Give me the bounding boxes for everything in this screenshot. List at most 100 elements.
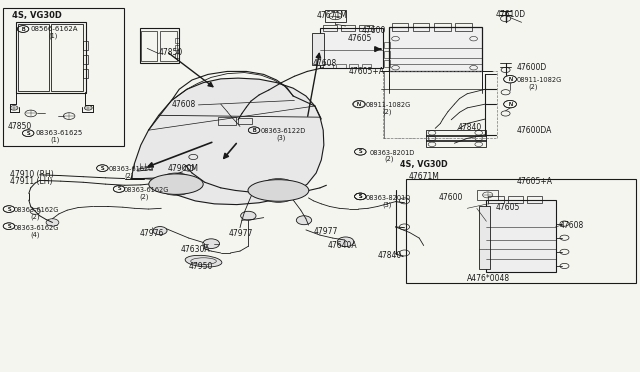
Bar <box>384 60 390 67</box>
Text: (1): (1) <box>48 32 58 39</box>
Text: (3): (3) <box>276 134 286 141</box>
Text: 47605: 47605 <box>348 34 372 43</box>
Text: 47600DA: 47600DA <box>517 126 552 135</box>
Text: 47608: 47608 <box>312 59 337 68</box>
Text: B: B <box>21 26 25 32</box>
Text: (2): (2) <box>31 214 40 220</box>
Text: 47600: 47600 <box>362 26 386 35</box>
Bar <box>527 196 542 203</box>
Text: 47605+A: 47605+A <box>349 67 385 76</box>
Text: N: N <box>508 102 512 107</box>
Bar <box>479 206 490 269</box>
Bar <box>426 140 486 147</box>
Bar <box>320 28 383 68</box>
Bar <box>140 28 179 63</box>
Text: N: N <box>508 102 512 107</box>
Bar <box>51 24 83 91</box>
Circle shape <box>258 179 299 202</box>
Text: 47950: 47950 <box>189 262 213 271</box>
Bar <box>83 41 88 50</box>
Ellipse shape <box>149 174 204 194</box>
Text: 47605+A: 47605+A <box>517 177 553 186</box>
Text: 08363-6162G: 08363-6162G <box>14 225 60 231</box>
Text: 47600: 47600 <box>438 193 463 202</box>
Text: (2): (2) <box>125 173 134 179</box>
Circle shape <box>337 237 354 247</box>
Text: 47977: 47977 <box>314 227 338 236</box>
Circle shape <box>46 219 59 226</box>
Circle shape <box>296 216 312 225</box>
Text: B: B <box>21 26 25 32</box>
Bar <box>383 71 497 138</box>
Text: 08911-1082G: 08911-1082G <box>366 102 412 108</box>
Text: N: N <box>508 77 512 82</box>
Text: B: B <box>252 128 256 133</box>
Text: 47850: 47850 <box>159 48 183 57</box>
Text: N: N <box>508 77 512 82</box>
Text: S: S <box>358 149 362 154</box>
Polygon shape <box>131 78 324 205</box>
Bar <box>384 42 390 48</box>
Ellipse shape <box>248 180 308 201</box>
Text: S: S <box>26 131 30 136</box>
Text: 47671M: 47671M <box>316 12 347 20</box>
Text: 08911-1082G: 08911-1082G <box>517 77 563 83</box>
Text: 47840: 47840 <box>378 251 402 260</box>
Bar <box>312 33 324 65</box>
Text: S: S <box>358 194 362 199</box>
Text: (3): (3) <box>383 201 392 208</box>
Bar <box>359 25 373 31</box>
Text: S: S <box>100 166 104 171</box>
Text: 08363-8201D: 08363-8201D <box>366 195 412 201</box>
Text: (2): (2) <box>140 193 149 200</box>
Text: (2): (2) <box>384 155 394 162</box>
Bar <box>325 10 346 22</box>
Text: 08363-6162G: 08363-6162G <box>14 207 60 213</box>
Text: 47608: 47608 <box>172 100 196 109</box>
Bar <box>426 130 486 136</box>
Text: S: S <box>7 224 11 229</box>
Text: S: S <box>26 131 30 136</box>
Text: 47640A: 47640A <box>328 241 357 250</box>
Text: S: S <box>358 194 362 199</box>
Text: 4S, VG30D: 4S, VG30D <box>12 12 61 20</box>
Bar <box>83 55 88 64</box>
Bar <box>83 69 88 78</box>
Text: S: S <box>358 149 362 154</box>
Text: 08363-6162G: 08363-6162G <box>109 166 154 172</box>
Bar <box>175 53 179 58</box>
Circle shape <box>203 239 220 248</box>
Ellipse shape <box>185 255 222 267</box>
Text: 47900M: 47900M <box>168 164 198 173</box>
Bar <box>426 135 486 141</box>
Bar <box>175 45 179 50</box>
Text: 08566-6162A: 08566-6162A <box>31 26 78 32</box>
Bar <box>336 64 346 68</box>
Text: 47976: 47976 <box>140 229 164 238</box>
Text: S: S <box>7 206 11 212</box>
Bar <box>175 38 179 43</box>
Text: (2): (2) <box>383 108 392 115</box>
Circle shape <box>153 227 167 235</box>
Text: S: S <box>358 194 362 199</box>
Bar <box>413 23 429 31</box>
Bar <box>392 23 408 31</box>
Circle shape <box>241 211 256 220</box>
Text: S: S <box>100 166 104 171</box>
Text: A476*0048: A476*0048 <box>467 274 510 283</box>
Text: 47850: 47850 <box>8 122 32 131</box>
Bar <box>488 196 504 203</box>
Text: B: B <box>252 128 256 133</box>
Bar <box>218 117 236 125</box>
Bar <box>3 8 124 146</box>
Bar <box>160 31 177 61</box>
Text: S: S <box>117 186 121 192</box>
Bar <box>16 22 86 93</box>
Bar <box>455 23 472 31</box>
Bar <box>323 25 337 31</box>
Text: N: N <box>357 102 361 107</box>
Bar <box>384 51 390 58</box>
Bar <box>341 25 355 31</box>
Bar <box>486 200 556 272</box>
Text: 08363-8201D: 08363-8201D <box>370 150 415 155</box>
